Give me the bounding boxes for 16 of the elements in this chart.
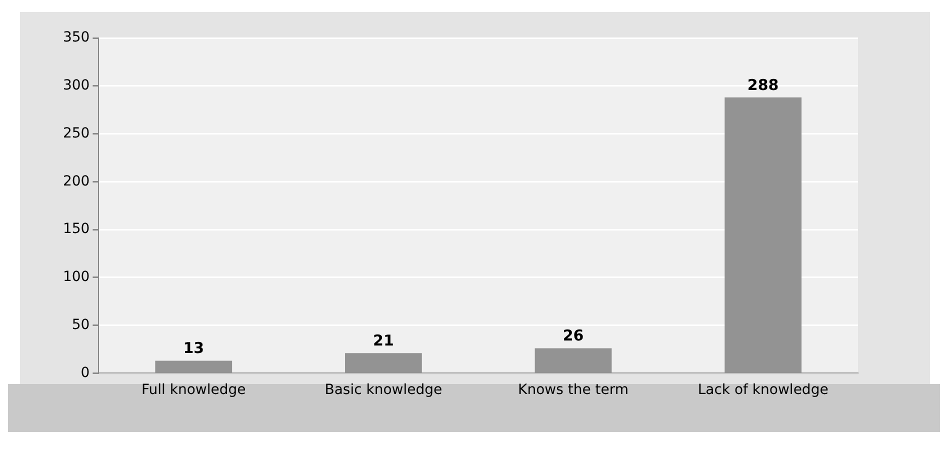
data-label: 21 [373,331,394,350]
data-label: 13 [183,339,204,358]
y-tick-label: 300 [62,78,90,94]
y-tick-label: 100 [62,269,90,286]
x-tick-label: Full knowledge [141,382,246,398]
y-tick-label: 150 [62,221,90,238]
x-tick-label: Lack of knowledge [698,382,828,398]
y-tick-label: 250 [62,125,90,142]
data-label: 288 [747,76,779,94]
data-label: 26 [562,326,584,345]
x-tick-label: Basic knowledge [324,382,442,398]
y-tick-label: 50 [72,316,90,333]
x-tick-label: Knows the term [518,382,629,398]
y-tick-label: 200 [62,173,90,190]
y-tick-label: 0 [80,364,90,381]
y-tick-label: 350 [62,30,90,46]
